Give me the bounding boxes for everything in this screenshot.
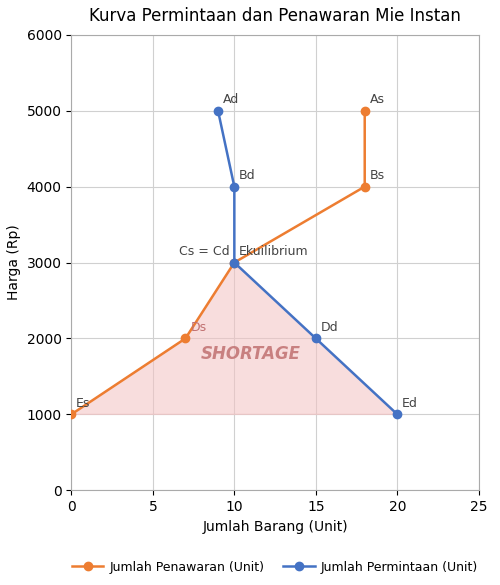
Title: Kurva Permintaan dan Penawaran Mie Instan: Kurva Permintaan dan Penawaran Mie Insta… (89, 7, 461, 25)
Text: Bs: Bs (370, 169, 384, 182)
Jumlah Permintaan (Unit) (313, 335, 319, 342)
Text: Ds: Ds (190, 321, 206, 334)
Text: Cs = Cd: Cs = Cd (179, 245, 230, 258)
Jumlah Penawaran (Unit) (68, 411, 74, 418)
Jumlah Permintaan (Unit) (394, 411, 400, 418)
Jumlah Permintaan (Unit) (215, 107, 221, 114)
Text: Dd: Dd (320, 321, 338, 334)
X-axis label: Jumlah Barang (Unit): Jumlah Barang (Unit) (202, 519, 348, 534)
Line: Jumlah Penawaran (Unit): Jumlah Penawaran (Unit) (67, 106, 369, 418)
Jumlah Penawaran (Unit) (362, 107, 368, 114)
Legend: Jumlah Penawaran (Unit), Jumlah Permintaan (Unit): Jumlah Penawaran (Unit), Jumlah Perminta… (67, 556, 483, 579)
Text: Ad: Ad (223, 93, 239, 106)
Jumlah Permintaan (Unit) (232, 183, 237, 190)
Text: As: As (370, 93, 384, 106)
Jumlah Penawaran (Unit) (182, 335, 188, 342)
Jumlah Penawaran (Unit) (362, 183, 368, 190)
Text: Ed: Ed (402, 397, 418, 410)
Line: Jumlah Permintaan (Unit): Jumlah Permintaan (Unit) (214, 106, 402, 418)
Polygon shape (72, 263, 398, 414)
Text: Bd: Bd (239, 169, 256, 182)
Jumlah Penawaran (Unit) (232, 259, 237, 266)
Jumlah Permintaan (Unit) (232, 259, 237, 266)
Text: Es: Es (76, 397, 90, 410)
Text: SHORTAGE: SHORTAGE (200, 345, 300, 363)
Text: Ekuilibrium: Ekuilibrium (239, 245, 309, 258)
Y-axis label: Harga (Rp): Harga (Rp) (7, 225, 21, 301)
